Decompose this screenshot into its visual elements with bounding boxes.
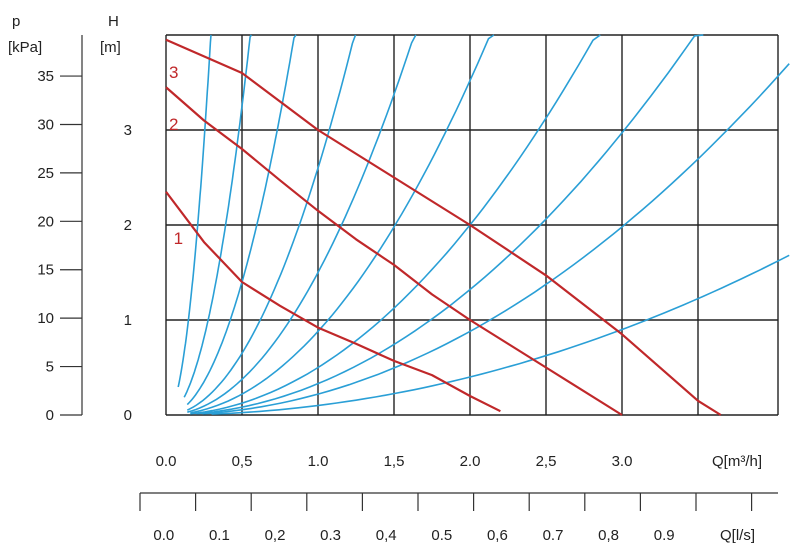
pump-curve-1 [165,191,501,413]
q-m3h-tick-label-0: 0.0 [156,453,177,470]
system-curve-2 [183,34,253,398]
system-curve-1 [177,34,212,388]
pump-curve-label-3: 3 [169,63,178,82]
h-axis-unit: [m] [100,39,121,56]
q-ls-tick-label-3: 0.3 [320,527,341,544]
system-curve-7 [190,34,601,415]
p-tick-label-5: 25 [37,165,54,182]
head-axis: 0 1 2 3 [124,122,132,424]
pump-curve-label-1: 1 [174,229,183,248]
p-tick-label-0: 0 [46,407,54,424]
q-m3h-tick-label-3: 1,5 [384,453,405,470]
pump-curve-3 [165,38,722,416]
p-tick-label-2: 10 [37,310,54,327]
system-curve-10 [211,254,790,415]
curve-labels: 1 2 3 [169,63,183,248]
system-curve-5 [187,34,417,413]
system-curve-4 [186,34,357,411]
q-ls-tick-label-5: 0.5 [431,527,452,544]
system-curve-9 [202,63,790,415]
h-tick-label-3: 3 [124,122,132,139]
q-ls-tick-label-2: 0,2 [265,527,286,544]
p-axis-symbol: p [12,13,20,30]
q-ls-tick-label-4: 0,4 [376,527,397,544]
p-tick-label-1: 5 [46,359,54,376]
h-tick-label-2: 2 [124,217,132,234]
h-tick-label-0: 0 [124,407,132,424]
q-ls-tick-label-0: 0.0 [153,527,174,544]
p-tick-label-4: 20 [37,213,54,230]
p-tick-label-3: 15 [37,262,54,279]
system-curve-6 [190,34,495,414]
q-ls-axis-label: Q[l/s] [720,527,755,544]
q-m3h-tick-label-2: 1.0 [308,453,329,470]
p-axis-unit: [kPa] [8,39,42,56]
system-curve-3 [186,34,297,406]
q-ls-tick-label-1: 0.1 [209,527,230,544]
q-m3h-tick-label-1: 0,5 [232,453,253,470]
q-m3h-tick-label-4: 2.0 [460,453,481,470]
q-ls-tick-label-9: 0.9 [654,527,675,544]
pump-curve-2 [165,86,623,416]
flow-ls-axis: 0.0 0.1 0,2 0.3 0,4 0.5 0,6 0.7 0,8 0.9 [139,492,778,544]
pump-curve-label-2: 2 [169,115,178,134]
pressure-axis: 0 5 10 15 20 25 30 35 [37,35,83,424]
p-tick-label-7: 35 [37,68,54,85]
q-ls-tick-label-7: 0.7 [543,527,564,544]
p-tick-label-6: 30 [37,116,54,133]
h-tick-label-1: 1 [124,312,132,329]
grid [165,34,779,416]
q-m3h-tick-label-5: 2,5 [536,453,557,470]
pump-curves [165,38,722,416]
q-ls-tick-label-6: 0,6 [487,527,508,544]
q-ls-tick-label-8: 0,8 [598,527,619,544]
h-axis-symbol: H [108,13,119,30]
q-m3h-axis-label: Q[m³/h] [712,453,762,470]
q-m3h-tick-label-6: 3.0 [612,453,633,470]
flow-m3h-axis: 0.0 0,5 1.0 1,5 2.0 2,5 3.0 [156,453,633,470]
